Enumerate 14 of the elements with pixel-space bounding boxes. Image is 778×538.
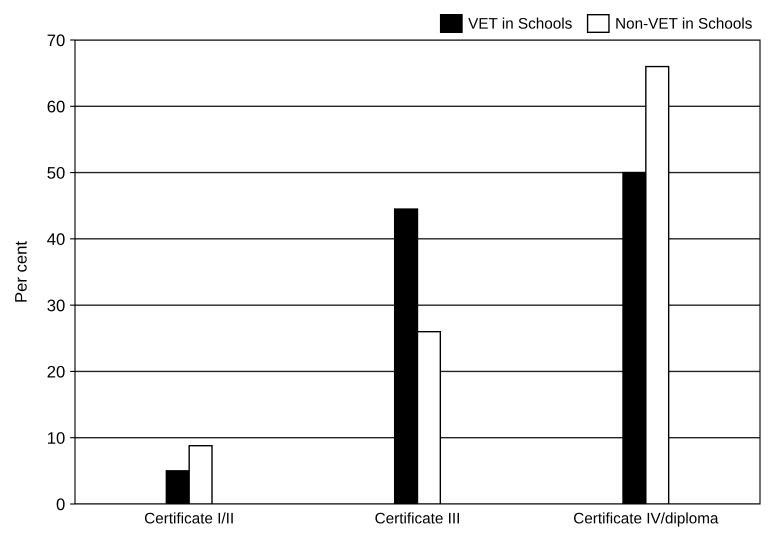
y-tick-label: 40 [47, 233, 65, 246]
y-tick-label: 70 [48, 34, 65, 46]
legend-label: Non-VET in Schools [616, 18, 752, 29]
y-tick-label: 30 [47, 300, 65, 312]
y-tick-label: 10 [48, 432, 65, 444]
y-axis-title: Per cent [15, 241, 27, 302]
y-tick-label: 50 [47, 166, 65, 179]
y-tick-label: 0 [56, 498, 65, 510]
y-tick-label: 60 [48, 100, 65, 112]
x-tick-label: Certificate I/II [144, 512, 233, 524]
x-tick-label: Certificate IV/diploma [574, 512, 718, 527]
legend-label: VET in Schools [468, 18, 572, 29]
y-tick-label: 20 [48, 366, 65, 378]
x-tick-label: Certificate III [375, 512, 459, 524]
